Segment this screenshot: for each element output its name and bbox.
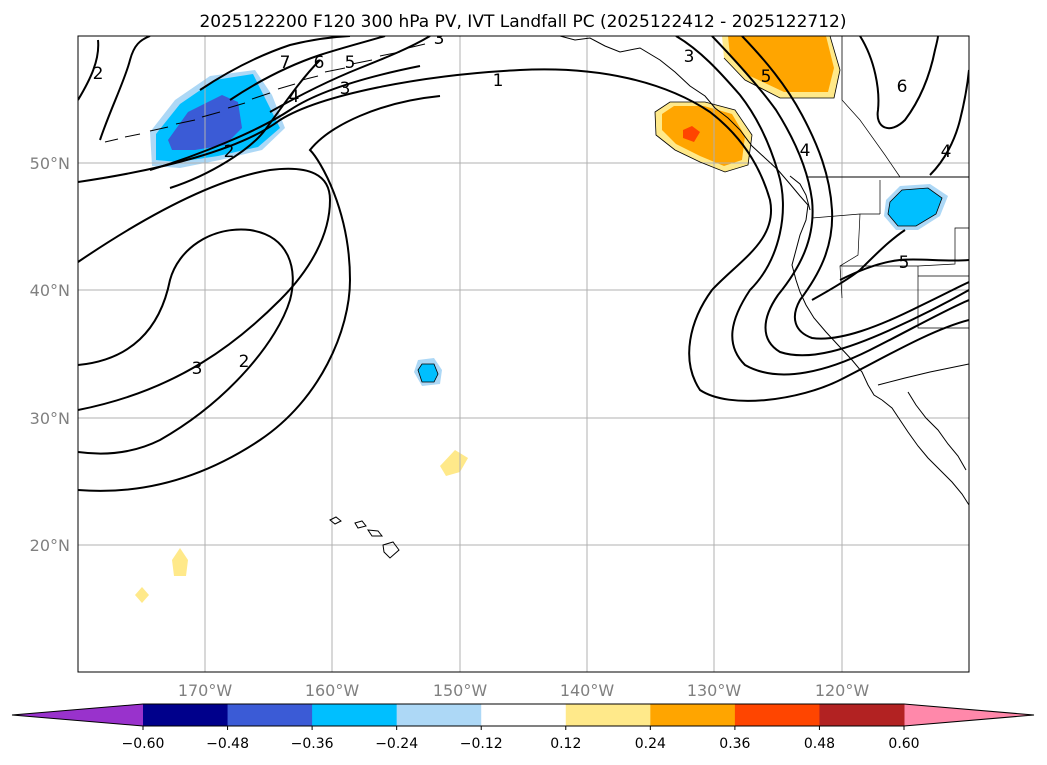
contour-label: 5 [761,67,772,87]
lat-label-50n: 50°N [30,154,70,173]
contour-label: 3 [340,79,351,99]
shading-outlines [417,36,943,383]
contour-label: 6 [897,77,908,97]
colorbar-swatch [734,704,820,726]
colorbar-tick-label: 0.24 [635,736,666,752]
colorbar-swatch [227,704,313,726]
contour-labels: 1 2 3 4 5 6 7 2 3 4 5 6 4 5 3 3 2 [93,29,952,379]
colorbar-tick-label: −0.60 [122,736,165,752]
contour-label: 2 [239,352,250,372]
lon-label-150w: 150°W [433,681,488,700]
positive-anomaly-small-3 [135,587,149,603]
aleutian-islands [104,43,426,143]
colorbar-swatch [143,704,229,726]
outline [654,101,753,173]
contour-label: 2 [224,142,235,162]
outline [887,187,943,227]
contour-line [711,36,969,357]
lon-labels: 170°W 160°W 150°W 140°W 130°W 120°W [178,681,870,700]
canada-province-border [841,36,901,178]
bc-coast [789,175,811,211]
contour-line [149,65,421,171]
map-layer: 1 2 3 4 5 6 7 2 3 4 5 6 4 5 3 3 2 [78,29,969,672]
contour-line [741,36,969,340]
positive-anomaly-panhandle-peak [683,126,700,142]
contour-line [269,36,431,113]
colorbar-tick-label: 0.48 [804,736,835,752]
lon-label-140w: 140°W [560,681,615,700]
contour-label: 4 [800,141,811,161]
state-borders [811,180,969,329]
contour-line [78,95,441,492]
positive-anomaly-small-1 [440,450,468,476]
contour-line [811,229,906,301]
us-mexico-border [877,363,969,386]
positive-anomaly-small-2 [172,548,188,576]
lat-labels: 50°N 40°N 30°N 20°N [30,154,70,555]
us-west-coast [791,204,883,401]
positive-anomaly-panhandle-core [662,106,745,166]
contour-line [78,167,332,411]
lat-label-40n: 40°N [30,281,70,300]
map-title: 2025122200 F120 300 hPa PV, IVT Landfall… [199,12,846,32]
colorbar-tick-label: 0.60 [888,736,919,752]
colorbar-swatch [650,704,736,726]
outline [417,363,439,383]
colorbar-swatch [396,704,482,726]
lon-label-160w: 160°W [305,681,360,700]
colorbar-tick-label: −0.24 [375,736,418,752]
contour-line [78,228,294,455]
pv-contours [78,36,969,492]
colorbar-tick-label: −0.12 [460,736,503,752]
contour-line [859,36,939,130]
colorbar-swatch [565,704,651,726]
colorbar-extend-high [904,704,1034,726]
contour-line [675,36,969,376]
contour-label: 1 [493,71,504,91]
colorbar: −0.60 −0.48 −0.36 −0.24 −0.12 0.12 0.24 0.36 0.4… [11,703,1035,752]
colorbar-tick-label: −0.48 [206,736,249,752]
lon-label-170w: 170°W [178,681,233,700]
contour-line [169,59,321,189]
contour-label: 4 [289,87,300,107]
lon-label-130w: 130°W [687,681,742,700]
contour-label: 5 [899,253,910,273]
baja-california [881,399,969,506]
colorbar-tick-label: −0.36 [291,736,334,752]
contour-line [229,36,386,101]
hawaii-islands [329,516,400,559]
lon-label-120w: 120°W [815,681,870,700]
negative-anomaly-northwest-core [888,188,942,226]
contour-line [99,36,151,141]
contour-line [78,39,100,101]
colorbar-extend-low [12,704,143,726]
contour-label: 7 [280,53,291,73]
contour-label: 3 [684,47,695,67]
colorbar-swatch [481,704,567,726]
outline [722,36,841,99]
lat-label-20n: 20°N [30,536,70,555]
contour-label: 4 [941,142,952,162]
negative-anomaly-small-core [418,364,438,382]
gulf-of-california [907,391,967,471]
map-frame [77,35,970,673]
contour-label: 3 [192,359,203,379]
colorbar-swatch [819,704,905,726]
contour-label: 5 [345,53,356,73]
contour-label: 6 [314,53,325,73]
contour-line [78,68,969,402]
lat-label-30n: 30°N [30,409,70,428]
colorbar-tick-label: 0.36 [719,736,750,752]
contour-label: 3 [434,29,445,49]
contour-line [929,69,969,176]
contour-label: 2 [93,64,104,84]
colorbar-swatch [312,704,398,726]
colorbar-tick-label: 0.12 [550,736,581,752]
contour-line [199,36,351,91]
